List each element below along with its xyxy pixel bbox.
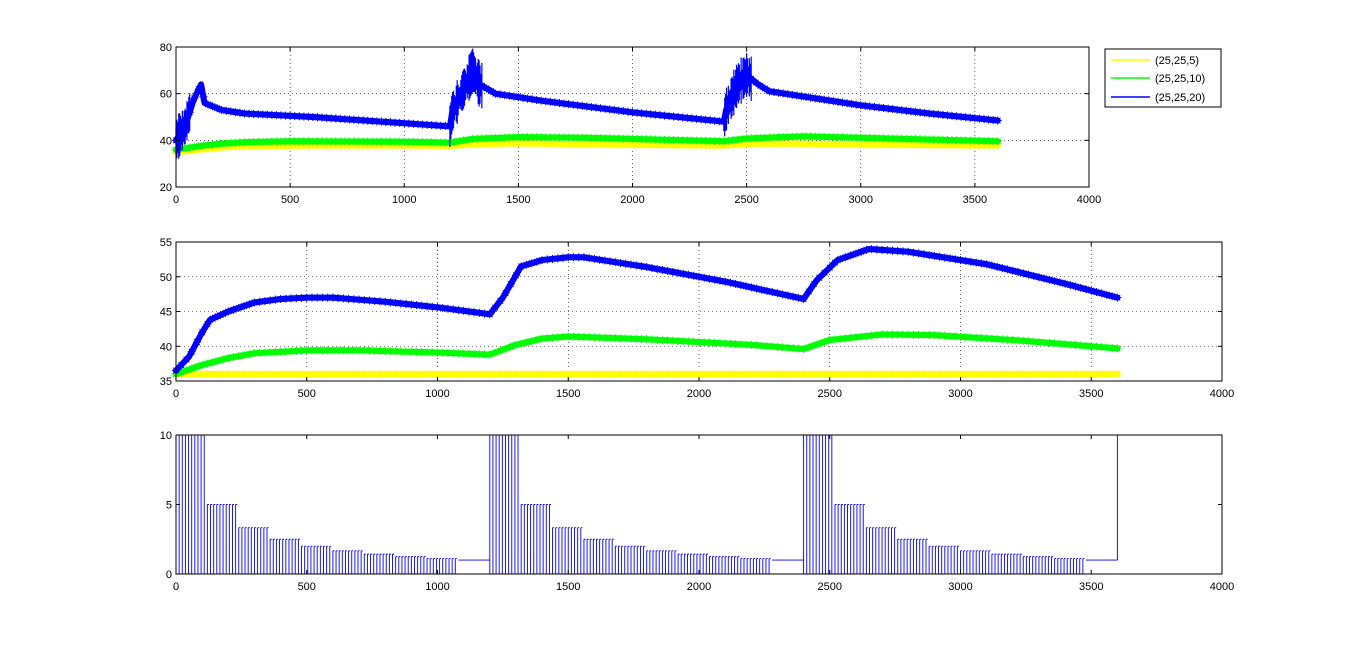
- subplot-2: 0 500 1000 1500 2000 2500 3000 3500 4000 35 40 45 50…: [160, 237, 1234, 400]
- x-tick-label: 1000: [425, 581, 449, 593]
- legend: (25,25,5) (25,25,10) (25,25,20): [1105, 49, 1221, 107]
- x-tick-label: 2000: [687, 388, 711, 400]
- x-tick-label: 0: [173, 388, 179, 400]
- y-tick-label: 60: [160, 89, 172, 101]
- subplot-3: 0 500 1000 1500 2000 2500 3000 3500 4000 0 5 10: [160, 430, 1234, 593]
- y-tick-label: 20: [160, 182, 172, 194]
- y-tick-label: 80: [160, 42, 172, 54]
- y-tick-label: 40: [160, 341, 172, 353]
- x-tick-label: 1500: [556, 581, 580, 593]
- x-tick-label: 1000: [425, 388, 449, 400]
- x-tick-label: 2000: [687, 581, 711, 593]
- y-tick-label: 55: [160, 237, 172, 249]
- x-tick-label: 2500: [818, 581, 842, 593]
- x-tick-label: 3500: [1079, 581, 1103, 593]
- legend-label: (25,25,10): [1155, 73, 1205, 85]
- x-tick-label: 1500: [506, 194, 530, 206]
- x-tick-label: 3000: [849, 194, 873, 206]
- x-tick-label: 500: [298, 581, 316, 593]
- x-tick-label: 4000: [1077, 194, 1101, 206]
- x-tick-label: 3000: [948, 581, 972, 593]
- x-tick-label: 3000: [948, 388, 972, 400]
- legend-label: (25,25,5): [1155, 55, 1199, 67]
- x-tick-label: 4000: [1210, 388, 1234, 400]
- x-tick-label: 2500: [818, 388, 842, 400]
- x-tick-label: 2000: [620, 194, 644, 206]
- y-tick-label: 50: [160, 272, 172, 284]
- x-tick-label: 500: [281, 194, 299, 206]
- y-tick-label: 10: [160, 430, 172, 442]
- x-tick-label: 0: [173, 581, 179, 593]
- legend-label: (25,25,20): [1155, 92, 1205, 104]
- x-tick-label: 3500: [963, 194, 987, 206]
- x-tick-label: 4000: [1210, 581, 1234, 593]
- x-tick-label: 500: [298, 388, 316, 400]
- x-tick-label: 2500: [734, 194, 758, 206]
- x-tick-label: 0: [173, 194, 179, 206]
- x-tick-label: 3500: [1079, 388, 1103, 400]
- y-tick-label: 45: [160, 307, 172, 319]
- y-tick-label: 35: [160, 376, 172, 388]
- x-tick-label: 1000: [392, 194, 416, 206]
- series-markers: [172, 370, 1121, 378]
- y-tick-label: 40: [160, 135, 172, 147]
- subplot-1: 0 500 1000 1500 2000 2500 3000 3500 4000 20 40 60 80: [160, 42, 1101, 206]
- y-tick-label: 5: [166, 500, 172, 512]
- y-tick-label: 0: [166, 569, 172, 581]
- x-tick-label: 1500: [556, 388, 580, 400]
